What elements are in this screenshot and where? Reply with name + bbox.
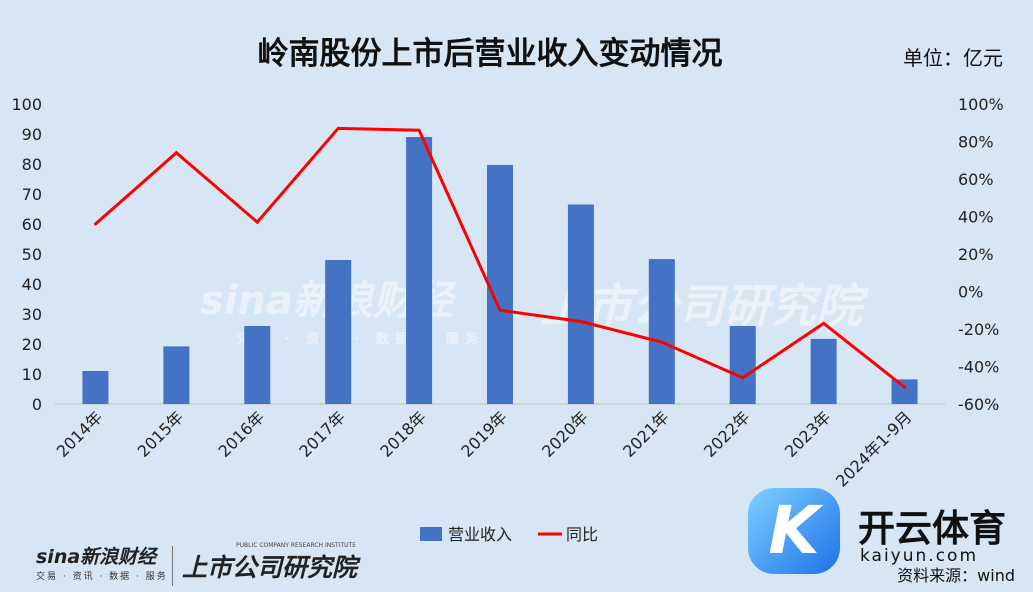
y-right-tick-label: -60% bbox=[958, 395, 999, 414]
yoy-growth-point bbox=[822, 321, 826, 325]
y-left-tick-label: 40 bbox=[22, 275, 42, 294]
y-left-tick-label: 80 bbox=[22, 155, 42, 174]
sina-finance-logo-text: sina新浪财经 bbox=[36, 546, 157, 568]
yoy-growth-point bbox=[255, 220, 259, 224]
y-right-tick-label: -20% bbox=[958, 320, 999, 339]
legend-line-label: 同比 bbox=[566, 525, 598, 544]
research-institute-logo-subtitle: PUBLIC COMPANY RESEARCH INSTITUTE bbox=[236, 542, 356, 549]
y-left-tick-label: 30 bbox=[22, 305, 42, 324]
research-institute-logo-text: 上市公司研究院 bbox=[182, 553, 358, 582]
x-tick-label: 2015年 bbox=[134, 407, 188, 461]
yoy-growth-point bbox=[336, 126, 340, 130]
sina-finance-logo: sina新浪财经 交易 · 资讯 · 数据 · 服务 bbox=[36, 542, 168, 582]
unit-label: 单位：亿元 bbox=[903, 46, 1003, 70]
kaiyun-mark-icon: K bbox=[748, 488, 840, 574]
legend-bar-swatch bbox=[420, 527, 442, 541]
y-right-tick-label: 80% bbox=[958, 133, 994, 152]
revenue-bar bbox=[648, 259, 675, 404]
revenue-bar bbox=[82, 371, 109, 404]
x-tick-label: 2018年 bbox=[376, 407, 430, 461]
yoy-growth-point bbox=[903, 385, 907, 389]
y-right-tick-label: 20% bbox=[958, 245, 994, 264]
revenue-bar bbox=[567, 204, 594, 404]
yoy-growth-point bbox=[174, 151, 178, 155]
x-tick-label: 2024年1-9月 bbox=[832, 407, 915, 490]
chart-title: 岭南股份上市后营业收入变动情况 bbox=[257, 36, 723, 72]
kaiyun-name-en: kaiyun.com bbox=[860, 546, 979, 566]
sina-finance-logo-subtitle: 交易 · 资讯 · 数据 · 服务 bbox=[36, 572, 168, 582]
x-tick-label: 2016年 bbox=[215, 407, 269, 461]
y-right-tick-label: 100% bbox=[958, 95, 1004, 114]
y-right-tick-label: 60% bbox=[958, 170, 994, 189]
revenue-bar bbox=[163, 346, 190, 404]
x-tick-label: 2020年 bbox=[538, 407, 592, 461]
x-tick-label: 2014年 bbox=[53, 407, 107, 461]
y-left-tick-label: 0 bbox=[32, 395, 42, 414]
kaiyun-name-cn: 开云体育 bbox=[858, 507, 1006, 550]
y-left-tick-label: 100 bbox=[11, 95, 42, 114]
yoy-growth-point bbox=[93, 222, 97, 226]
revenue-bar bbox=[487, 164, 513, 404]
revenue-bar bbox=[406, 137, 433, 404]
x-tick-label: 2017年 bbox=[295, 407, 349, 461]
x-tick-label: 2019年 bbox=[457, 407, 511, 461]
yoy-growth-point bbox=[660, 340, 664, 344]
y-left-tick-label: 60 bbox=[22, 215, 42, 234]
legend-bar-label: 营业收入 bbox=[448, 525, 512, 544]
source-note: 资料来源：wind bbox=[897, 566, 1015, 585]
research-institute-logo: PUBLIC COMPANY RESEARCH INSTITUTE 上市公司研究… bbox=[182, 542, 358, 584]
yoy-growth-point bbox=[741, 376, 745, 380]
y-right-tick-label: -40% bbox=[958, 358, 999, 377]
x-tick-label: 2022年 bbox=[700, 407, 754, 461]
y-left-tick-label: 20 bbox=[22, 335, 42, 354]
y-left-tick-label: 70 bbox=[22, 185, 42, 204]
y-right-tick-label: 40% bbox=[958, 208, 994, 227]
y-left-tick-label: 50 bbox=[22, 245, 42, 264]
revenue-bar bbox=[325, 260, 352, 404]
revenue-bar bbox=[891, 379, 918, 404]
yoy-growth-point bbox=[579, 320, 583, 323]
revenue-bar bbox=[729, 326, 756, 404]
y-left-tick-label: 10 bbox=[22, 365, 42, 384]
y-right-tick-label: 0% bbox=[958, 283, 983, 302]
revenue-bar bbox=[810, 338, 837, 404]
footer-divider bbox=[172, 546, 173, 586]
y-left-tick-label: 90 bbox=[22, 125, 42, 144]
yoy-growth-point bbox=[417, 128, 421, 132]
x-tick-label: 2021年 bbox=[619, 407, 673, 461]
yoy-growth-point bbox=[498, 308, 502, 312]
x-tick-label: 2023年 bbox=[781, 407, 835, 461]
revenue-bar bbox=[244, 326, 271, 404]
